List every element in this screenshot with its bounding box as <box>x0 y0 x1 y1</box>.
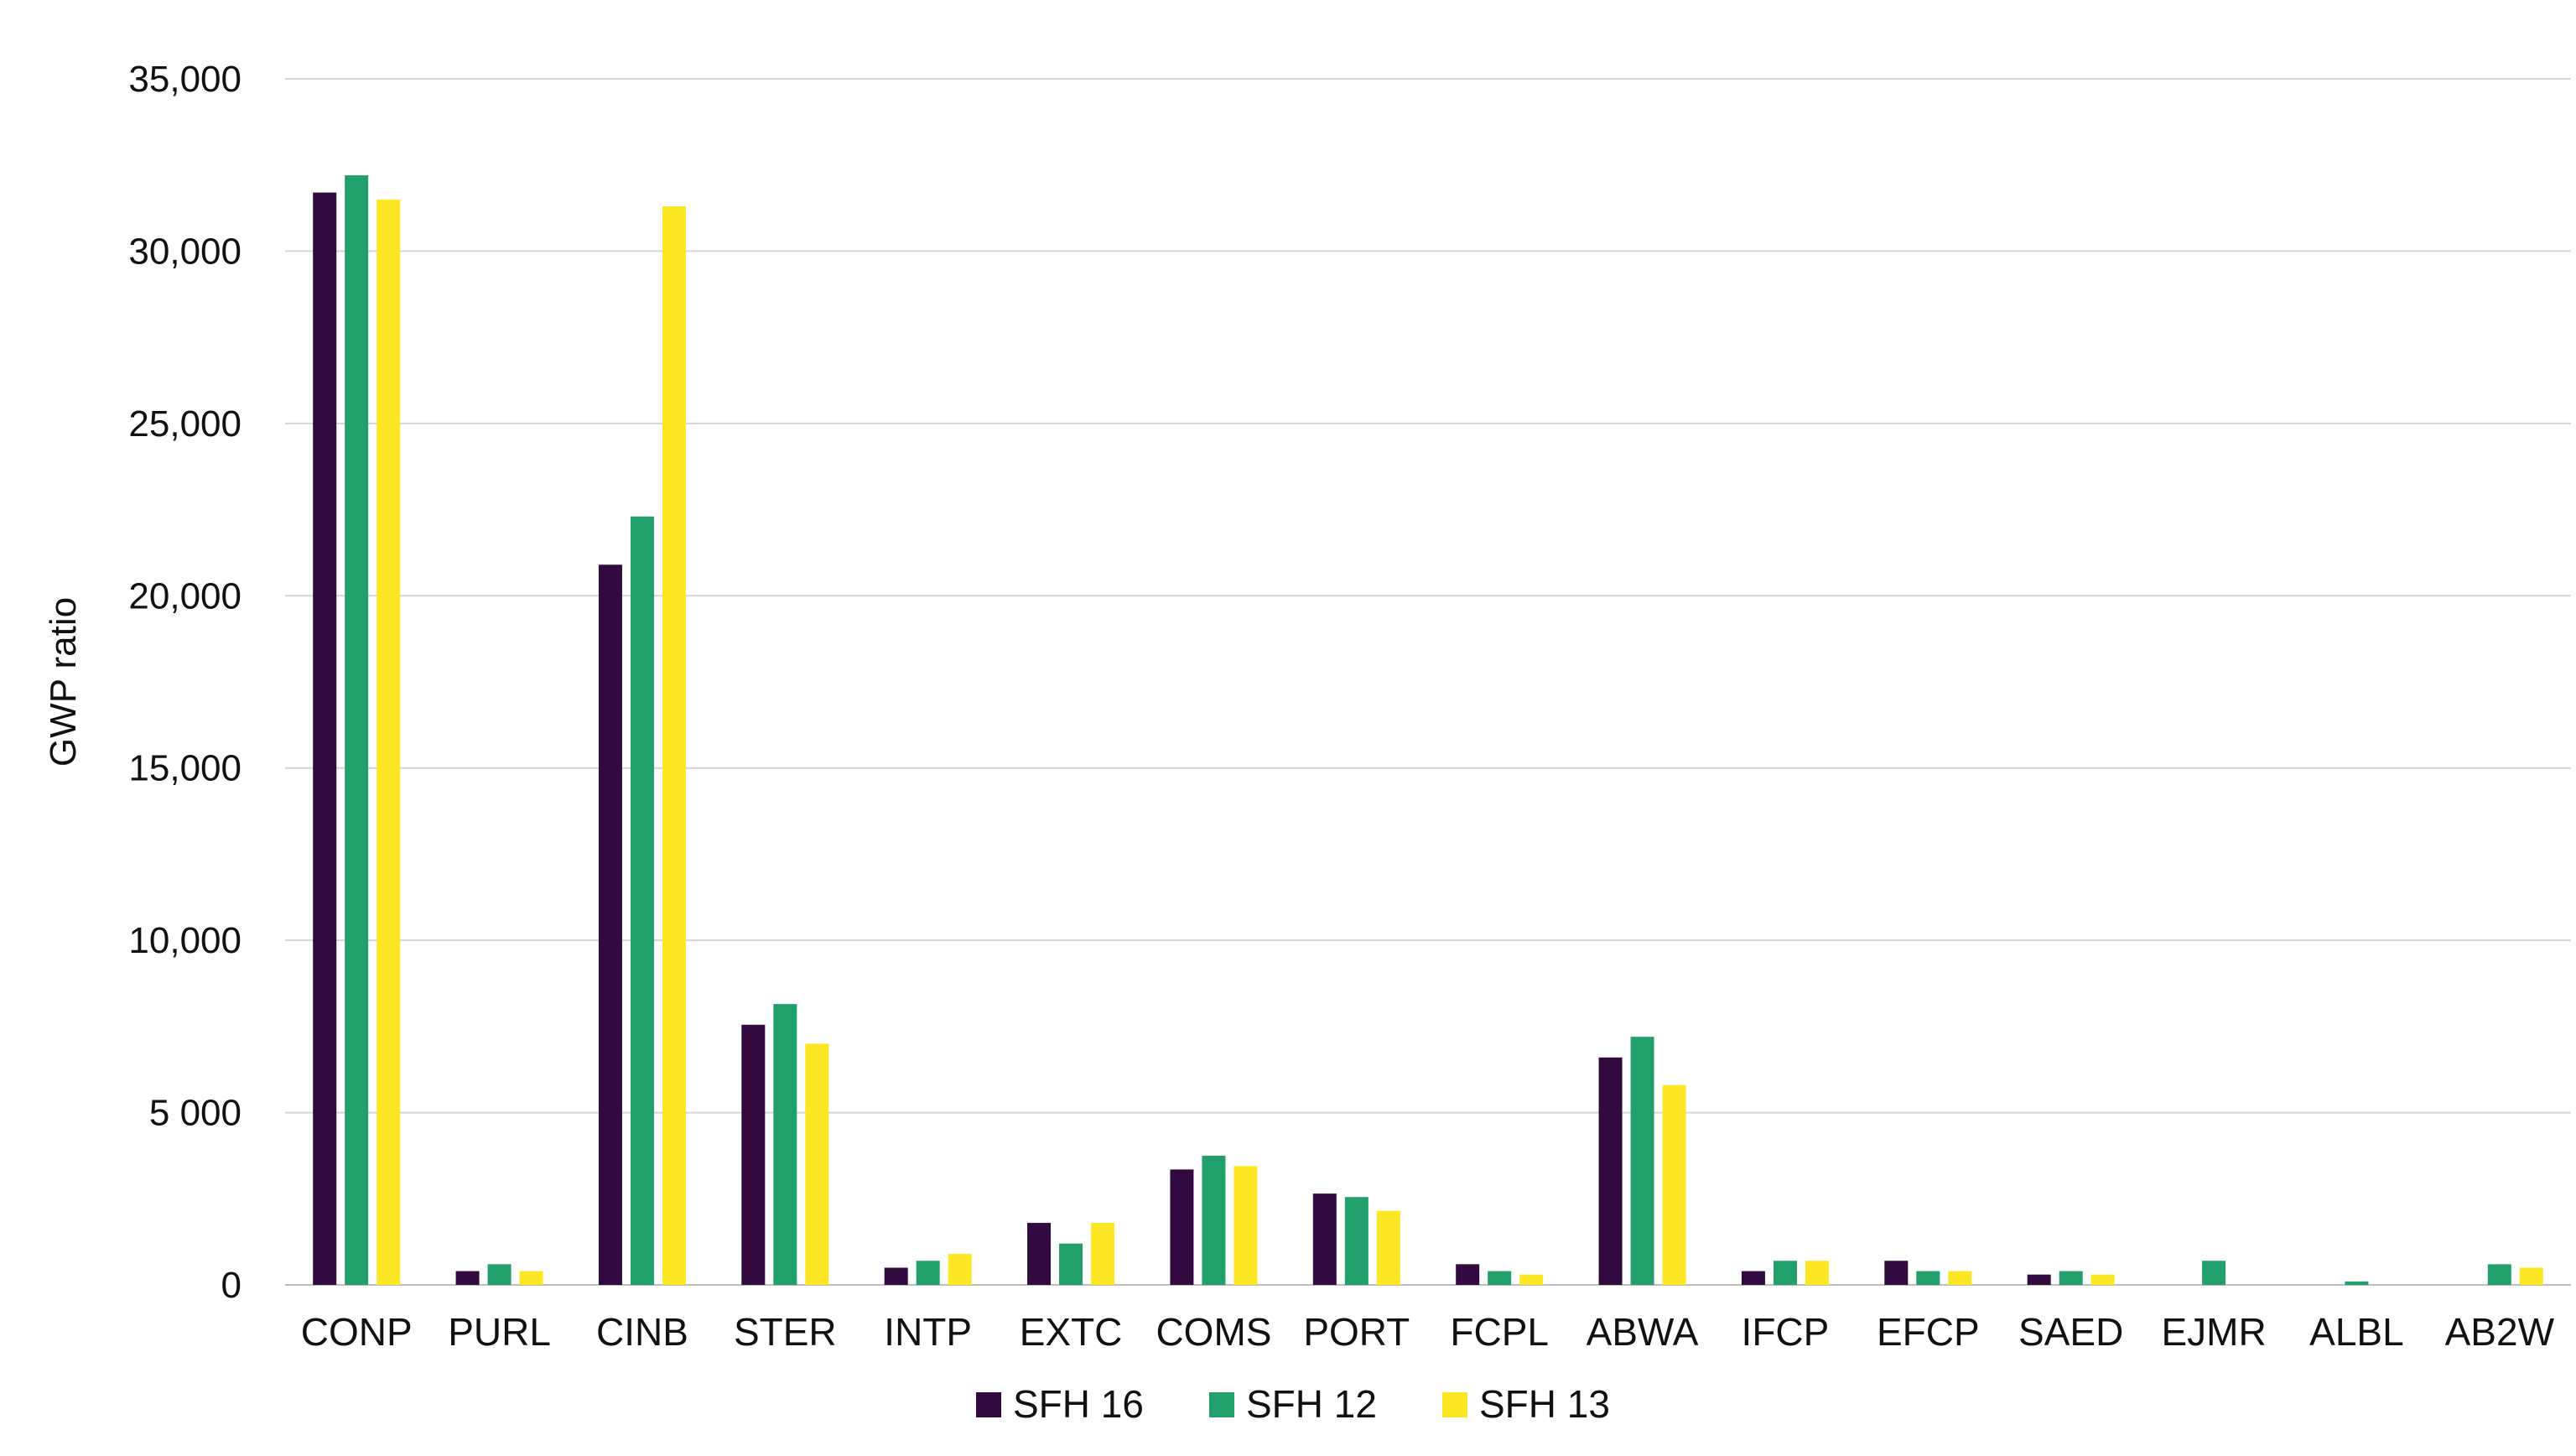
bar-port-series-1 <box>1312 1193 1337 1285</box>
x-category-label: COMS <box>1156 1310 1271 1354</box>
x-category-label: PURL <box>448 1310 551 1354</box>
x-category-label: FCPL <box>1450 1310 1549 1354</box>
bar-fcpl-series-2 <box>1488 1271 1512 1285</box>
bar-efcp-series-3 <box>1948 1271 1972 1285</box>
x-axis-category-labels: CONP PURL CINB STER INTP EXTC COMS PORT FCPL ABWA… <box>301 1310 2555 1354</box>
y-tick-label: 5 000 <box>149 1093 242 1134</box>
bar-cinb-series-1 <box>598 564 622 1285</box>
x-category-label: IFCP <box>1742 1310 1830 1354</box>
x-category-label: EJMR <box>2161 1310 2266 1354</box>
bar-extc-series-2 <box>1059 1243 1083 1285</box>
bar-conp-series-3 <box>377 199 401 1285</box>
bar-purl-series-1 <box>455 1271 480 1285</box>
bar-efcp-series-2 <box>1916 1271 1940 1285</box>
x-category-label: AB2W <box>2445 1310 2555 1354</box>
bar-ab2w-series-2 <box>2487 1264 2511 1285</box>
y-tick-label: 30,000 <box>128 231 242 272</box>
x-category-label: STER <box>734 1310 837 1354</box>
y-tick-label: 20,000 <box>128 575 242 616</box>
bar-intp-series-2 <box>916 1261 940 1285</box>
bar-purl-series-3 <box>519 1271 543 1285</box>
y-tick-label: 15,000 <box>128 748 242 789</box>
bar-abwa-series-2 <box>1630 1037 1654 1285</box>
bar-coms-series-1 <box>1170 1169 1194 1285</box>
bar-abwa-series-1 <box>1598 1057 1623 1285</box>
y-axis-tick-labels: 0 5 000 10,000 15,000 20,000 25,000 30,000 35,0… <box>128 59 242 1306</box>
bar-ab2w-series-3 <box>2519 1267 2543 1285</box>
x-category-label: CINB <box>596 1310 688 1354</box>
bar-ifcp-series-2 <box>1773 1261 1797 1285</box>
legend-label: SFH 12 <box>1246 1382 1377 1426</box>
x-category-label: INTP <box>884 1310 972 1354</box>
legend-swatch <box>1209 1392 1234 1417</box>
bar-cinb-series-2 <box>630 516 654 1285</box>
bar-albl-series-2 <box>2345 1281 2369 1285</box>
legend-swatch <box>1442 1392 1467 1417</box>
bar-coms-series-3 <box>1233 1166 1258 1285</box>
bar-conp-series-1 <box>313 192 337 1285</box>
bar-ifcp-series-1 <box>1741 1271 1765 1285</box>
y-tick-label: 25,000 <box>128 403 242 445</box>
bar-saed-series-1 <box>2027 1274 2051 1285</box>
bar-ejmr-series-2 <box>2202 1261 2226 1285</box>
x-category-label: PORT <box>1303 1310 1410 1354</box>
legend-label: SFH 13 <box>1479 1382 1610 1426</box>
x-category-label: SAED <box>2018 1310 2123 1354</box>
bar-intp-series-3 <box>948 1254 972 1285</box>
legend-label: SFH 16 <box>1013 1382 1144 1426</box>
bar-cinb-series-3 <box>662 206 686 1286</box>
y-tick-label: 35,000 <box>128 59 242 100</box>
x-category-label: ALBL <box>2309 1310 2404 1354</box>
legend: SFH 16 SFH 12 SFH 13 <box>976 1382 1610 1426</box>
bar-ifcp-series-3 <box>1805 1261 1829 1285</box>
y-tick-label: 0 <box>221 1265 242 1306</box>
bar-extc-series-3 <box>1091 1223 1115 1285</box>
bar-coms-series-2 <box>1202 1155 1226 1285</box>
legend-swatch <box>976 1392 1001 1417</box>
bar-port-series-2 <box>1344 1197 1368 1285</box>
x-category-label: EFCP <box>1877 1310 1980 1354</box>
bar-extc-series-1 <box>1027 1223 1052 1285</box>
bar-ster-series-2 <box>773 1004 797 1285</box>
bar-saed-series-3 <box>2090 1274 2115 1285</box>
bar-conp-series-2 <box>345 175 369 1285</box>
bar-saed-series-2 <box>2059 1271 2083 1285</box>
bar-purl-series-2 <box>487 1264 512 1285</box>
bar-fcpl-series-3 <box>1519 1274 1544 1285</box>
x-category-label: EXTC <box>1020 1310 1123 1354</box>
bar-abwa-series-3 <box>1662 1084 1686 1285</box>
bars <box>313 175 2543 1286</box>
bar-fcpl-series-1 <box>1456 1264 1480 1285</box>
x-category-label: ABWA <box>1587 1310 1699 1354</box>
gridlines <box>285 78 2571 1286</box>
bar-port-series-3 <box>1376 1210 1400 1285</box>
bar-intp-series-1 <box>884 1267 908 1285</box>
bar-ster-series-3 <box>805 1043 829 1285</box>
y-axis-title: GWP ratio <box>43 597 84 767</box>
bar-efcp-series-1 <box>1884 1261 1909 1285</box>
y-tick-label: 10,000 <box>128 920 242 961</box>
bar-ster-series-1 <box>741 1024 766 1285</box>
x-category-label: CONP <box>301 1310 413 1354</box>
